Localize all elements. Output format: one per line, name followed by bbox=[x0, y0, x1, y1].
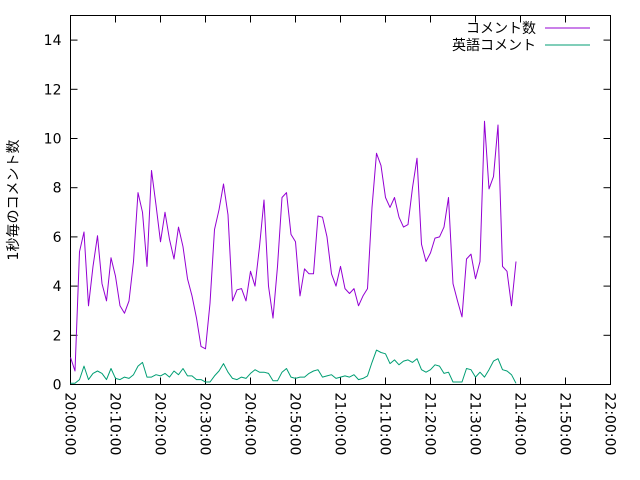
x-tick-label: 20:10:00 bbox=[107, 393, 123, 456]
y-tick-label: 10 bbox=[44, 132, 62, 148]
series-line-1 bbox=[70, 349, 517, 384]
y-tick-label: 4 bbox=[53, 279, 62, 295]
x-tick-label: 20:40:00 bbox=[242, 393, 258, 456]
y-tick-label: 6 bbox=[53, 230, 62, 246]
series-layer bbox=[70, 120, 517, 384]
y-tick-label: 14 bbox=[44, 33, 62, 49]
x-tick-label: 20:20:00 bbox=[152, 393, 168, 456]
y-tick-label: 2 bbox=[53, 328, 62, 344]
y-tick-label: 0 bbox=[53, 378, 62, 394]
x-tick-label: 20:00:00 bbox=[62, 393, 78, 456]
y-tick-label: 12 bbox=[44, 82, 62, 98]
x-tick-label: 21:40:00 bbox=[512, 393, 528, 456]
x-tick-label: 21:50:00 bbox=[557, 393, 573, 456]
x-tick-label: 21:10:00 bbox=[377, 393, 393, 456]
x-tick-label: 20:50:00 bbox=[287, 393, 303, 456]
x-axis: 20:00:00 20:10:00 20:20:00 20:30:00 20:40:00… bbox=[62, 15, 618, 456]
legend-label: 英語コメント bbox=[452, 37, 536, 54]
x-tick-label: 21:20:00 bbox=[422, 393, 438, 456]
series-line-0 bbox=[70, 120, 517, 372]
y-axis: 0 2 4 6 8 10 12 14 bbox=[44, 33, 611, 394]
plot-frame bbox=[70, 15, 611, 385]
x-tick-label: 21:30:00 bbox=[467, 393, 483, 456]
y-tick-label: 8 bbox=[53, 181, 62, 197]
legend-label: コメント数 bbox=[466, 21, 536, 37]
x-tick-label: 21:00:00 bbox=[332, 393, 348, 456]
x-tick-label: 22:00:00 bbox=[602, 393, 618, 456]
y-axis-label: 1秒毎のコメント数 bbox=[6, 140, 22, 261]
x-tick-label: 20:30:00 bbox=[197, 393, 213, 456]
